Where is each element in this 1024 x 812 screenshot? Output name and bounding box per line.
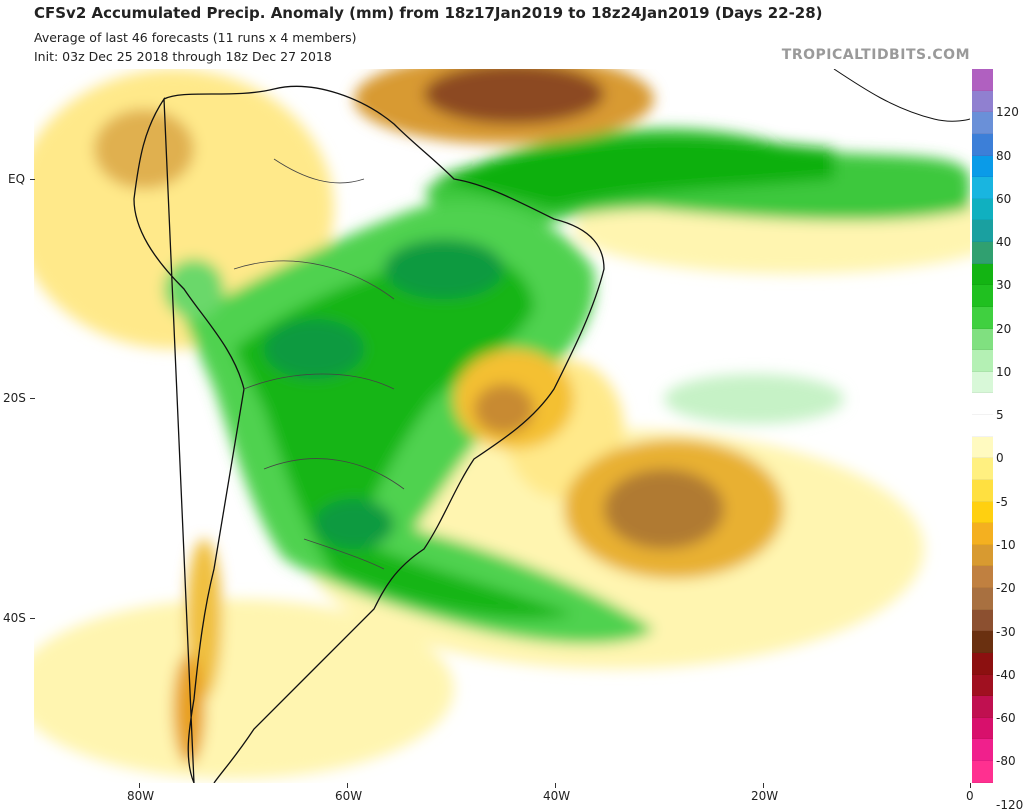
colorbar-swatch (972, 739, 993, 761)
colorbar-swatch (972, 242, 993, 264)
colorbar-swatch (972, 696, 993, 718)
colorbar-label: 5 (996, 408, 1004, 423)
colorbar-swatch (972, 263, 993, 286)
colorbar-swatch (972, 674, 993, 697)
lon-tick (970, 783, 971, 788)
lon-label-20w: 20W (751, 789, 779, 803)
lat-tick (30, 618, 35, 619)
lon-label-80w: 80W (127, 789, 155, 803)
colorbar-swatch (972, 328, 993, 351)
colorbar-label: -120 (996, 797, 1024, 812)
lon-label-60w: 60W (335, 789, 363, 803)
colorbar-label: 30 (996, 278, 1012, 293)
colorbar-label: 20 (996, 321, 1012, 336)
colorbar-swatch (972, 220, 993, 242)
colorbar-swatch (972, 133, 993, 156)
colorbar-label: -5 (996, 494, 1008, 509)
colorbar-swatch (972, 761, 993, 783)
colorbar-label: -40 (996, 667, 1016, 682)
colorbar-label: 10 (996, 364, 1012, 379)
lat-tick (30, 179, 35, 180)
africa-coast (833, 69, 970, 122)
colorbar-swatch (972, 652, 993, 675)
colorbar-label: -20 (996, 581, 1016, 596)
init-info: Init: 03z Dec 25 2018 through 18z Dec 27… (34, 49, 332, 64)
colorbar-swatch (972, 458, 993, 480)
lon-label-40w: 40W (543, 789, 571, 803)
lat-label-20s: 20S (3, 391, 26, 405)
colorbar-swatch (972, 198, 993, 221)
colorbar-label: -30 (996, 624, 1016, 639)
lon-tick (347, 783, 348, 788)
lat-label-eq: EQ (8, 172, 26, 186)
site-credit: TROPICALTIDBITS.COM (781, 47, 970, 63)
chart-title: CFSv2 Accumulated Precip. Anomaly (mm) f… (34, 4, 823, 22)
colorbar-swatch (972, 112, 993, 134)
lat-label-40s: 40S (3, 611, 26, 625)
colorbar-label: 60 (996, 191, 1012, 206)
colorbar-swatch (972, 177, 993, 199)
colorbar-swatch (972, 566, 993, 588)
chart-subtitle: Average of last 46 forecasts (11 runs x … (34, 30, 357, 45)
colorbar-swatch (972, 501, 993, 524)
lon-tick (139, 783, 140, 788)
colorbar-swatch (972, 436, 993, 459)
colorbar-swatch (972, 393, 993, 415)
colorbar-label: 80 (996, 148, 1012, 163)
colorbar-label: -10 (996, 538, 1016, 552)
colorbar-label: 0 (996, 451, 1004, 466)
map-layers (34, 69, 970, 783)
colorbar-swatch (972, 90, 993, 113)
country-borders (233, 158, 405, 570)
colorbar (972, 69, 993, 783)
colorbar-swatch (972, 69, 993, 91)
colorbar-label: -80 (996, 754, 1016, 769)
lon-label-0: 0 (966, 789, 974, 803)
colorbar-swatch (972, 631, 993, 653)
colorbar-swatch (972, 371, 993, 394)
colorbar-swatch (972, 285, 993, 307)
lat-tick (30, 398, 35, 399)
colorbar-label: 40 (996, 235, 1012, 250)
coastlines (133, 85, 605, 783)
colorbar-swatch (972, 544, 993, 567)
colorbar-swatch (972, 523, 993, 545)
anomaly-map (34, 69, 970, 783)
colorbar-swatch (972, 306, 993, 329)
colorbar-swatch (972, 415, 993, 437)
colorbar-swatch (972, 609, 993, 632)
colorbar-swatch (972, 479, 993, 502)
colorbar-swatch (972, 155, 993, 178)
anomaly-fields (34, 69, 970, 779)
colorbar-swatch (972, 717, 993, 740)
colorbar-label: -60 (996, 711, 1016, 726)
lon-tick (555, 783, 556, 788)
colorbar-label: 120 (996, 105, 1019, 120)
colorbar-swatch (972, 588, 993, 610)
colorbar-swatch (972, 350, 993, 372)
lon-tick (763, 783, 764, 788)
